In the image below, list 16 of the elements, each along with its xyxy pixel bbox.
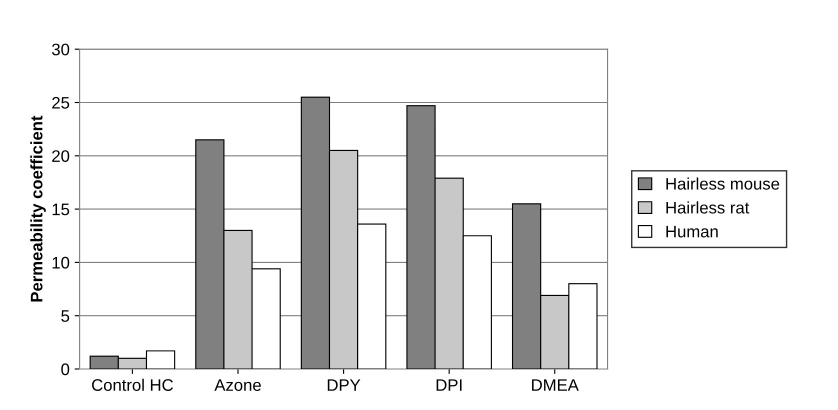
legend-label: Hairless rat (666, 201, 750, 214)
x-tick-label: DPI (436, 379, 462, 391)
x-tick-label: DPY (328, 379, 360, 391)
y-tick-label: 5 (61, 310, 70, 322)
x-tick-label: Azone (214, 379, 261, 391)
y-axis-title: Permeability coefficient (30, 116, 46, 302)
x-tick-label: Control HC (92, 378, 173, 391)
y-tick-label: 15 (52, 204, 70, 216)
x-tick-label: DMEA (532, 379, 579, 391)
y-tick-label: 0 (61, 363, 70, 376)
legend-label: Human (666, 226, 718, 238)
y-tick-label: 25 (52, 96, 70, 109)
legend-label: Hairless mouse (666, 177, 780, 190)
y-tick-label: 30 (52, 44, 70, 56)
y-tick-label: 20 (52, 150, 70, 162)
y-tick-label: 10 (52, 256, 70, 269)
